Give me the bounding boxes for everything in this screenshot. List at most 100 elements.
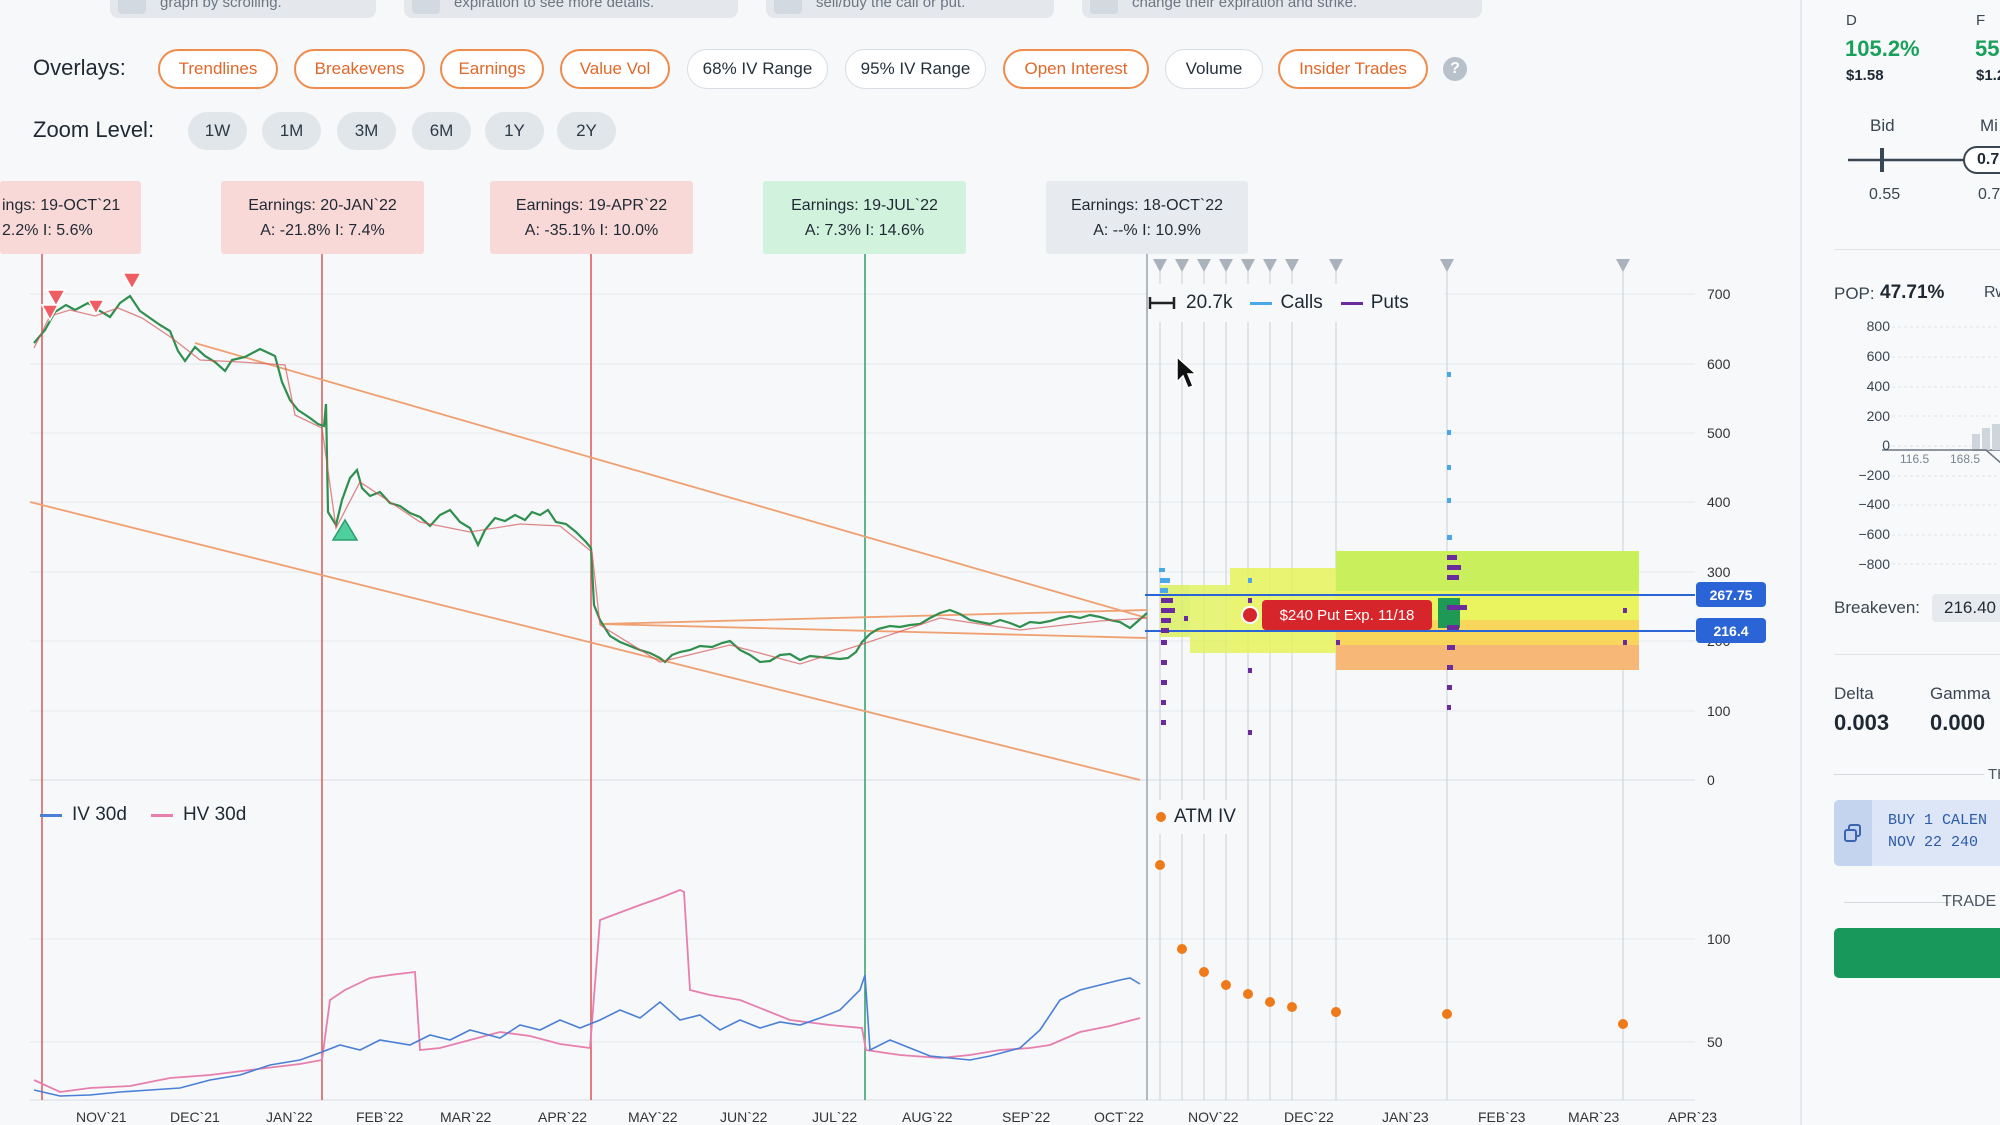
pnl-tick: −800 — [1858, 556, 1890, 572]
divider — [1844, 902, 1950, 903]
month-tick: MAR`22 — [440, 1109, 492, 1125]
column-f-header: F — [1976, 12, 1986, 29]
mid-slider-handle[interactable]: 0.7 — [1963, 146, 2000, 174]
overlay-68-iv-range-chip[interactable]: 68% IV Range — [687, 49, 828, 89]
hint-expiration: expiration to see more details. — [404, 0, 738, 18]
price-chart[interactable]: 700 600 500 400 300 200 100 0 100 50 NOV… — [0, 0, 1800, 1125]
earnings-values: A: -21.8% I: 7.4% — [260, 222, 385, 239]
price-axis-tick: 700 — [1707, 286, 1731, 302]
hint-row: graph by scrolling. expiration to see mo… — [0, 0, 1800, 18]
earnings-card[interactable]: Earnings: 20-JAN`22 A: -21.8% I: 7.4% — [221, 181, 424, 254]
mouse-cursor-icon — [1176, 355, 1198, 389]
overlay-open-interest-chip[interactable]: Open Interest — [1003, 49, 1149, 89]
position-label[interactable]: $240 Put Exp. 11/18 — [1262, 600, 1432, 630]
hv-swatch-icon — [150, 813, 173, 817]
month-tick: DEC`21 — [170, 1109, 220, 1125]
insider-sell-marker[interactable] — [40, 304, 60, 322]
earnings-card[interactable]: ings: 19-OCT`21 2.2% I: 5.6% — [0, 181, 141, 254]
trade-submit-button[interactable] — [1834, 928, 2000, 978]
month-tick: FEB`23 — [1478, 1109, 1526, 1125]
zoom-3m-button[interactable]: 3M — [337, 112, 396, 150]
month-tick: OCT`22 — [1094, 1109, 1144, 1125]
overlay-insider-trades-chip[interactable]: Insider Trades — [1278, 49, 1428, 89]
gamma-label: Gamma — [1930, 684, 1991, 703]
month-tick: MAY`22 — [628, 1109, 678, 1125]
overlay-value-vol-chip[interactable]: Value Vol — [560, 49, 670, 89]
bid-value: 0.55 — [1869, 186, 1901, 203]
earnings-values: A: --% I: 10.9% — [1093, 222, 1201, 239]
month-tick: JUL`22 — [812, 1109, 857, 1125]
pnl-tick: 600 — [1866, 348, 1890, 364]
gamma-value: 0.000 — [1930, 710, 1986, 735]
earnings-card[interactable]: Earnings: 18-OCT`22 A: --% I: 10.9% — [1046, 181, 1248, 254]
earnings-values: A: -35.1% I: 10.0% — [524, 222, 659, 239]
month-tick: JAN`23 — [1382, 1109, 1429, 1125]
trade-order-line: NOV 22 240 — [1888, 834, 1979, 851]
insider-sell-marker[interactable] — [45, 289, 67, 308]
trade-order-text: BUY 1 CALEN NOV 22 240 — [1888, 810, 1987, 854]
delta-value: 0.003 — [1834, 710, 1890, 735]
pnl-tick: 400 — [1866, 378, 1890, 394]
price-axis-tick: 500 — [1707, 425, 1731, 441]
month-tick: MAR`23 — [1568, 1109, 1620, 1125]
overlay-volume-chip[interactable]: Volume — [1165, 49, 1263, 89]
open-interest-volume: 20.7k — [1186, 292, 1233, 313]
puts-swatch-icon — [1340, 301, 1363, 305]
zoom-1m-button[interactable]: 1M — [262, 112, 321, 150]
insider-buy-marker[interactable] — [331, 518, 359, 541]
f-price: $1.2 — [1976, 67, 2000, 84]
hint-text: sell/buy the call or put. — [816, 0, 966, 11]
hint-text: graph by scrolling. — [160, 0, 282, 11]
overlay-earnings-chip[interactable]: Earnings — [440, 49, 544, 89]
atm-iv-legend-label: ATM IV — [1174, 806, 1236, 827]
d-price: $1.58 — [1846, 67, 1884, 84]
hv-legend-label: HV 30d — [182, 804, 247, 825]
pnl-chart[interactable]: 800 600 400 200 0 −200 −400 −600 −800 11… — [1802, 316, 2000, 576]
position-marker-icon[interactable] — [1241, 606, 1259, 624]
month-tick: DEC`22 — [1284, 1109, 1334, 1125]
pnl-tick: 200 — [1866, 408, 1890, 424]
expiration-markers[interactable] — [1153, 259, 1630, 272]
price-axis-tick: 400 — [1707, 494, 1731, 510]
iv-legend-label: IV 30d — [72, 804, 127, 825]
price-series-shadow — [33, 307, 1148, 665]
atm-iv-dots[interactable] — [1155, 860, 1628, 1029]
insider-sell-marker[interactable] — [86, 299, 106, 316]
hint-text: expiration to see more details. — [454, 0, 655, 11]
overlay-trendlines-chip[interactable]: Trendlines — [158, 49, 278, 89]
trade-order-line: BUY 1 CALEN — [1888, 812, 1988, 829]
month-tick: JUN`22 — [720, 1109, 768, 1125]
earnings-card[interactable]: Earnings: 19-JUL`22 A: 7.3% I: 14.6% — [763, 181, 966, 254]
overlay-95-iv-range-chip[interactable]: 95% IV Range — [845, 49, 986, 89]
copy-icon[interactable] — [1834, 800, 1872, 866]
divider — [1834, 774, 1984, 775]
earnings-card[interactable]: Earnings: 19-APR`22 A: -35.1% I: 10.0% — [490, 181, 693, 254]
price-axis-tick: 100 — [1707, 703, 1731, 719]
earnings-title: Earnings: 20-JAN`22 — [248, 197, 397, 214]
mid-value: 0.7 — [1978, 186, 2000, 203]
zoom-1w-button[interactable]: 1W — [188, 112, 247, 150]
pnl-tick: 0 — [1882, 437, 1890, 453]
insider-sell-marker[interactable] — [121, 272, 143, 291]
trade-order-box[interactable]: BUY 1 CALEN NOV 22 240 — [1834, 800, 2000, 866]
puts-legend: Puts — [1340, 292, 1409, 314]
iv-swatch-icon — [40, 813, 62, 817]
overlay-breakevens-chip[interactable]: Breakevens — [294, 49, 425, 89]
trade-panel: D F 105.2% 55. $1.58 $1.2 Bid Mi 0.7 0.5… — [1800, 0, 2000, 1125]
trendlines — [29, 342, 1148, 781]
pop-label: POP: — [1834, 284, 1875, 303]
pnl-tick: −600 — [1858, 526, 1890, 542]
zoom-1y-button[interactable]: 1Y — [485, 112, 544, 150]
zoom-2y-button[interactable]: 2Y — [557, 112, 616, 150]
pnl-tick: −400 — [1858, 496, 1890, 512]
zoom-6m-button[interactable]: 6M — [412, 112, 471, 150]
earnings-values: 2.2% I: 5.6% — [2, 222, 93, 239]
bid-label: Bid — [1870, 116, 1895, 135]
calls-legend-label: Calls — [1280, 292, 1323, 313]
hint-scroll: graph by scrolling. — [110, 0, 376, 18]
divider — [1834, 249, 2000, 250]
help-icon[interactable]: ? — [1443, 57, 1467, 81]
month-tick: FEB`22 — [356, 1109, 404, 1125]
earnings-title: ings: 19-OCT`21 — [2, 197, 121, 214]
d-percent: 105.2% — [1845, 36, 1920, 61]
